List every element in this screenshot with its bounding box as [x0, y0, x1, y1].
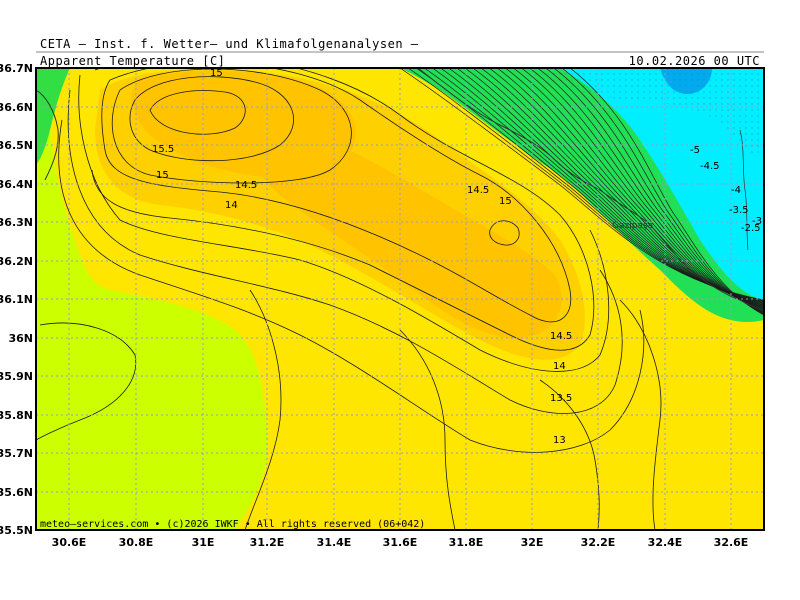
longitude-tick-label: 32.6E	[714, 536, 749, 549]
contour-label: 14.5	[467, 185, 489, 196]
contour-label: 15	[156, 170, 169, 181]
longitude-tick-label: 30.6E	[52, 536, 87, 549]
latitude-tick-label: 36.4N	[0, 178, 33, 191]
contour-lines	[36, 68, 662, 530]
contour-line	[488, 68, 764, 309]
longitude-tick-label: 31.4E	[317, 536, 352, 549]
latitude-tick-label: 35.5N	[0, 524, 33, 537]
contour-label: 14	[553, 361, 566, 372]
contour-line	[569, 68, 764, 316]
footer-credit: meteo—services.com • (c)2026 IWKF • All …	[40, 519, 425, 530]
contour-line	[472, 68, 764, 307]
longitude-tick-label: 32.4E	[648, 536, 683, 549]
parameter-title: Apparent Temperature [C]	[40, 54, 226, 68]
latitude-ticks: 36.7N 36.6N 36.5N 36.4N 36.3N 36.2N 36.1N 36N 35…	[0, 62, 33, 537]
contour-label: 15	[210, 68, 223, 79]
contour-line	[464, 68, 764, 307]
latitude-tick-label: 35.7N	[0, 447, 33, 460]
coastline	[417, 68, 764, 311]
contour-label: 14.5	[235, 180, 257, 191]
contour-label: -4	[731, 185, 741, 196]
contour-line	[513, 68, 764, 311]
contour-line	[448, 68, 764, 305]
valid-time: 10.02.2026 00 UTC	[628, 54, 760, 68]
contour-label: 13.5	[550, 393, 572, 404]
latitude-tick-label: 36.5N	[0, 139, 33, 152]
contour-label: -3	[752, 216, 762, 227]
city-label: Gazipaşa	[612, 221, 653, 231]
latitude-tick-label: 35.9N	[0, 370, 33, 383]
latitude-tick-label: 36N	[8, 332, 33, 345]
longitude-tick-label: 31E	[192, 536, 215, 549]
contour-line	[407, 68, 764, 302]
contour-lines-gradient	[399, 68, 764, 316]
contour-label: -4.5	[700, 161, 720, 172]
latitude-tick-label: 35.8N	[0, 409, 33, 422]
contour-label: -2.5	[741, 223, 761, 234]
contour-label: 15	[499, 196, 512, 207]
contour-line	[561, 68, 764, 315]
contour-label: -5	[690, 145, 700, 156]
longitude-tick-label: 31.6E	[383, 536, 418, 549]
longitude-tick-label: 31.8E	[449, 536, 484, 549]
coastline-west	[36, 89, 59, 181]
contour-label: 14.5	[550, 331, 572, 342]
contour-line	[529, 68, 764, 312]
longitude-ticks: 30.6E 30.8E 31E 31.2E 31.4E 31.6E 31.8E 32E 32.2…	[52, 536, 749, 549]
latitude-tick-label: 35.6N	[0, 486, 33, 499]
longitude-tick-label: 32.2E	[581, 536, 616, 549]
latitude-tick-label: 36.2N	[0, 255, 33, 268]
longitude-tick-label: 32E	[521, 536, 544, 549]
sea-dots	[520, 68, 764, 160]
latitude-tick-label: 36.1N	[0, 293, 33, 306]
field-cyan	[560, 68, 764, 300]
contour-line	[432, 68, 764, 304]
contour-label: -3.5	[729, 205, 749, 216]
longitude-tick-label: 30.8E	[119, 536, 154, 549]
contour-label: 15.5	[152, 144, 174, 155]
latitude-tick-label: 36.6N	[0, 101, 33, 114]
contour-line	[505, 68, 764, 310]
field-orange-core-2	[250, 120, 562, 339]
contour-label: 14	[225, 200, 238, 211]
contour-line	[521, 68, 764, 312]
lat-lon-grid	[36, 68, 764, 530]
latitude-tick-label: 36.7N	[0, 62, 33, 75]
provider-title: CETA — Inst. f. Wetter— und Klimafolgena…	[40, 37, 419, 51]
contour-line	[553, 68, 764, 314]
river-east	[739, 129, 749, 251]
contour-line	[545, 68, 764, 314]
latitude-tick-label: 36.3N	[0, 216, 33, 229]
longitude-tick-label: 31.2E	[250, 536, 285, 549]
contour-labels: 15 15.5 15 14.5 14 14.5 15 14.5 14 13.5 …	[152, 68, 762, 446]
field-green-west-edge	[36, 68, 70, 165]
plot-frame	[35, 67, 765, 531]
contour-label: 13	[553, 435, 566, 446]
contour-line	[537, 68, 764, 313]
contour-line	[440, 68, 764, 304]
